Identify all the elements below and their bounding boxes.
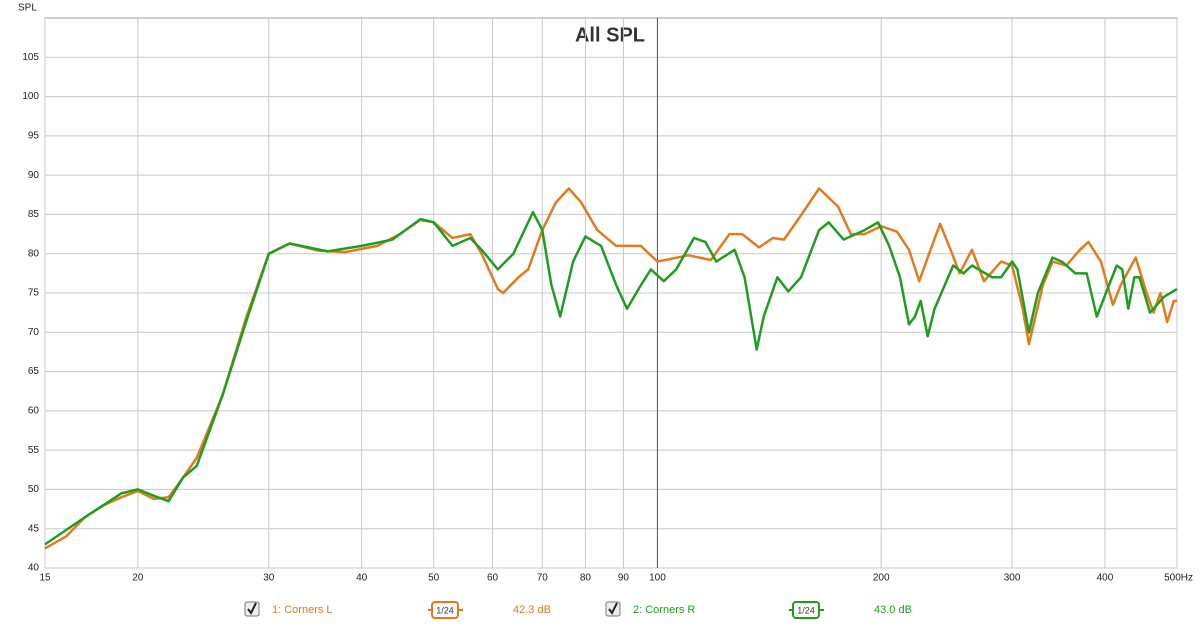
y-tick-label: 50 <box>28 484 40 495</box>
y-tick-label: 90 <box>28 170 40 181</box>
checkmark <box>247 602 257 615</box>
x-tick-label: 80 <box>580 573 592 584</box>
checkmark <box>608 602 618 615</box>
y-tick-label: 80 <box>28 248 40 259</box>
y-tick-label: 65 <box>28 366 40 377</box>
x-tick-label: 30 <box>263 573 275 584</box>
y-tick-label: 95 <box>28 130 40 141</box>
y-tick-label: 105 <box>22 52 39 63</box>
legend-name: 2: Corners R <box>633 604 695 616</box>
x-tick-label: 50 <box>428 573 440 584</box>
x-tick-label: 40 <box>356 573 368 584</box>
x-tick-label: 70 <box>537 573 549 584</box>
x-tick-label: 100 <box>649 573 666 584</box>
grid <box>44 18 1178 569</box>
legend-name: 1: Corners L <box>272 604 333 616</box>
y-tick-label: 70 <box>28 327 40 338</box>
series-line <box>44 210 1178 546</box>
legend-item: 1: Corners L 1/24 42.3 dB <box>244 601 551 619</box>
y-tick-label: 40 <box>28 563 40 574</box>
x-tick-label: 200 <box>873 573 890 584</box>
x-tick-label: 20 <box>132 573 144 584</box>
legend-level: 43.0 dB <box>874 604 912 616</box>
smoothing-box <box>792 601 820 619</box>
legend-smoothing: 1/24 <box>436 605 454 615</box>
y-tick-label: 85 <box>28 209 40 220</box>
x-tick-label: 60 <box>487 573 499 584</box>
y-tick-label: 60 <box>28 405 40 416</box>
legend-smoothing: 1/24 <box>797 605 815 615</box>
y-tick-label: 55 <box>28 445 40 456</box>
y-axis-label: SPL <box>18 3 37 14</box>
smoothing-box <box>431 601 459 619</box>
y-tick-label: 100 <box>22 91 39 102</box>
x-tick-label: 15 <box>39 573 51 584</box>
chart-title: All SPL <box>575 24 645 46</box>
legend-level: 42.3 dB <box>513 604 551 616</box>
x-tick-label: 500Hz <box>1164 573 1193 584</box>
x-tick-label: 90 <box>618 573 630 584</box>
y-tick-label: 45 <box>28 523 40 534</box>
x-tick-label: 400 <box>1097 573 1114 584</box>
y-tick-label: 75 <box>28 288 40 299</box>
x-tick-label: 300 <box>1004 573 1021 584</box>
legend-item: 2: Corners R 1/24 43.0 dB <box>605 601 912 619</box>
